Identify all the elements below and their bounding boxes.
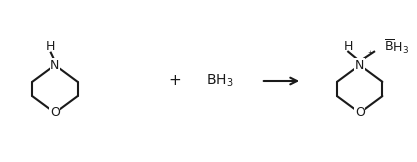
Text: $\mathregular{BH_3}$: $\mathregular{BH_3}$	[206, 73, 234, 89]
Text: N: N	[355, 59, 364, 72]
Text: H: H	[344, 40, 353, 53]
Text: O: O	[355, 106, 364, 119]
Text: $\mathregular{\overline{B}H_3}$: $\mathregular{\overline{B}H_3}$	[384, 38, 409, 56]
Text: N: N	[50, 59, 60, 72]
Text: $^+$: $^+$	[366, 51, 374, 61]
Text: H: H	[46, 40, 55, 53]
Text: +: +	[168, 74, 181, 88]
Text: O: O	[50, 106, 60, 119]
